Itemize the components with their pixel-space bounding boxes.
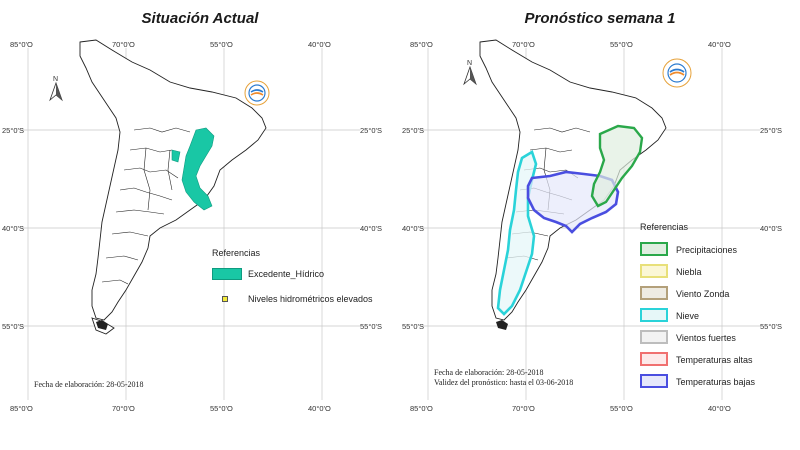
lat-label: 55°0'S — [360, 322, 382, 331]
continent-outline — [79, 39, 267, 335]
legend-swatch-temperaturas-altas — [640, 352, 668, 366]
legend-swatch-temperaturas-bajas — [640, 374, 668, 388]
legend-swatch-viento-zonda — [640, 286, 668, 300]
fecha-elaboracion: Fecha de elaboración: 28-05-2018 — [434, 368, 544, 377]
panel-situacion-actual: Situación Actual — [2, 10, 382, 413]
panel-title: Pronóstico semana 1 — [524, 10, 676, 27]
lon-label: 85°0'O — [410, 404, 433, 413]
legend-swatch-precipitaciones — [640, 242, 668, 256]
lat-label: 40°0'S — [760, 224, 782, 233]
excedente-hidrico-area — [171, 127, 215, 211]
lon-label: 55°0'O — [210, 40, 233, 49]
north-letter: N — [53, 76, 58, 83]
lon-label: 55°0'O — [210, 404, 233, 413]
lon-label: 70°0'O — [112, 40, 135, 49]
legend-label: Niebla — [676, 267, 702, 277]
legend-label: Temperaturas bajas — [676, 377, 756, 387]
legend-label: Nieve — [676, 311, 700, 321]
legend-label: Niveles hidrométricos elevados — [248, 294, 373, 304]
legend-label: Temperaturas altas — [676, 355, 753, 365]
legend-label: Vientos fuertes — [676, 333, 736, 343]
legend-swatch-vientos-fuertes — [640, 330, 668, 344]
lon-label: 55°0'O — [610, 404, 633, 413]
north-arrow-icon: N — [462, 58, 478, 91]
lon-label: 85°0'O — [10, 404, 33, 413]
fecha-elaboracion: Fecha de elaboración: 28-05-2018 — [34, 380, 144, 389]
lon-label: 85°0'O — [410, 40, 433, 49]
lat-label: 55°0'S — [760, 322, 782, 331]
lon-label: 70°0'O — [512, 404, 535, 413]
lat-label: 25°0'S — [402, 126, 424, 135]
lat-label: 25°0'S — [2, 126, 24, 135]
legend-swatch-nieve — [640, 308, 668, 322]
lat-label: 25°0'S — [760, 126, 782, 135]
lon-label: 40°0'O — [708, 40, 731, 49]
lat-label: 55°0'S — [2, 322, 24, 331]
panel-title: Situación Actual — [141, 10, 259, 27]
lon-label: 40°0'O — [308, 40, 331, 49]
legend-title: Referencias — [640, 222, 689, 232]
legend-swatch-excedente — [212, 268, 242, 280]
map-right — [420, 39, 760, 400]
precipitaciones-area — [590, 124, 644, 208]
panel-pronostico: Pronóstico semana 1 85 — [400, 0, 800, 450]
lat-label: 25°0'S — [360, 126, 382, 135]
lat-label: 40°0'S — [2, 224, 24, 233]
north-letter: N — [467, 60, 472, 67]
map-left — [20, 39, 360, 400]
lon-label: 70°0'O — [112, 404, 135, 413]
legend-swatch-niebla — [640, 264, 668, 278]
lat-label: 40°0'S — [360, 224, 382, 233]
legend-title: Referencias — [212, 248, 261, 258]
provincial-borders — [101, 127, 191, 285]
tierra-del-fuego — [96, 320, 108, 330]
lat-label: 40°0'S — [402, 224, 424, 233]
north-arrow-icon: N — [48, 74, 64, 107]
tierra-del-fuego — [496, 320, 508, 330]
legend-label: Viento Zonda — [676, 289, 730, 299]
graticule — [420, 48, 760, 400]
lon-label: 85°0'O — [10, 40, 33, 49]
validez-pronostico: Validez del pronóstico: hasta el 03-06-2… — [434, 378, 574, 387]
lat-label: 55°0'S — [402, 322, 424, 331]
institution-logo-icon — [662, 58, 692, 93]
legend-label: Excedente_Hídrico — [248, 269, 325, 279]
lon-label: 55°0'O — [610, 40, 633, 49]
legend-label: Precipitaciones — [676, 245, 738, 255]
institution-logo-icon — [244, 80, 270, 111]
lon-label: 40°0'O — [708, 404, 731, 413]
lon-label: 40°0'O — [308, 404, 331, 413]
legend-swatch-niveles — [222, 296, 228, 302]
lon-label: 70°0'O — [512, 40, 535, 49]
